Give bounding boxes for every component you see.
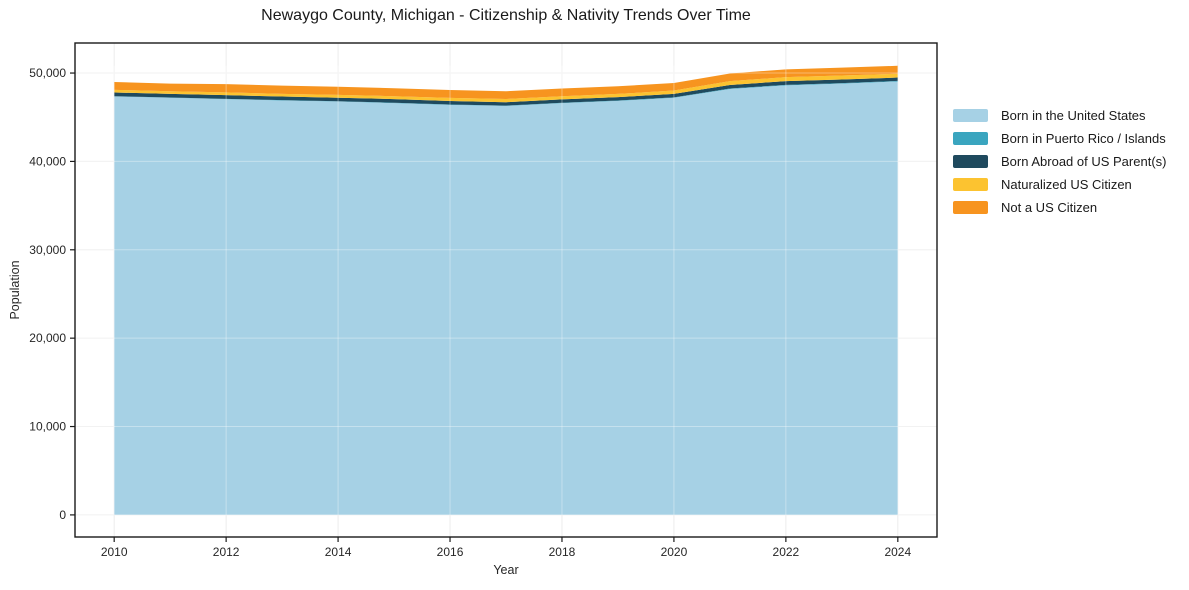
legend: Born in the United States Born in Puerto …	[953, 109, 1166, 214]
x-tick-label: 2010	[101, 545, 128, 559]
legend-item: Born in the United States	[953, 109, 1166, 122]
y-axis-label: Population	[8, 260, 22, 320]
area-series	[114, 77, 898, 106]
x-tick-label: 2016	[437, 545, 464, 559]
plot-border	[74, 42, 938, 538]
y-tick-label: 10,000	[29, 420, 66, 434]
legend-swatch	[953, 155, 988, 168]
area-series	[114, 65, 898, 100]
x-tick-label: 2024	[884, 545, 911, 559]
x-axis-label: Year	[493, 563, 519, 577]
legend-swatch	[953, 132, 988, 145]
legend-label: Born Abroad of US Parent(s)	[1001, 154, 1167, 169]
legend-item: Born Abroad of US Parent(s)	[953, 155, 1166, 168]
chart-title: Newaygo County, Michigan - Citizenship &…	[261, 7, 751, 24]
y-tick-label: 30,000	[29, 243, 66, 257]
area-series	[114, 73, 898, 103]
x-tick-label: 2012	[213, 545, 240, 559]
y-tick-label: 50,000	[29, 66, 66, 80]
y-tick-label: 20,000	[29, 331, 66, 345]
area-series	[114, 81, 898, 515]
legend-label: Born in Puerto Rico / Islands	[1001, 131, 1166, 146]
x-tick-label: 2020	[661, 545, 688, 559]
legend-swatch	[953, 178, 988, 191]
legend-item: Naturalized US Citizen	[953, 178, 1166, 191]
x-tick-label: 2018	[549, 545, 576, 559]
legend-label: Naturalized US Citizen	[1001, 177, 1132, 192]
x-tick-label: 2014	[325, 545, 352, 559]
legend-label: Not a US Citizen	[1001, 200, 1098, 215]
legend-item: Born in Puerto Rico / Islands	[953, 132, 1166, 145]
legend-swatch	[953, 201, 988, 214]
y-tick-label: 40,000	[29, 154, 66, 168]
y-tick-label: 0	[59, 508, 66, 522]
legend-item: Not a US Citizen	[953, 201, 1166, 214]
x-tick-label: 2022	[773, 545, 800, 559]
legend-label: Born in the United States	[1001, 108, 1146, 123]
legend-swatch	[953, 109, 988, 122]
